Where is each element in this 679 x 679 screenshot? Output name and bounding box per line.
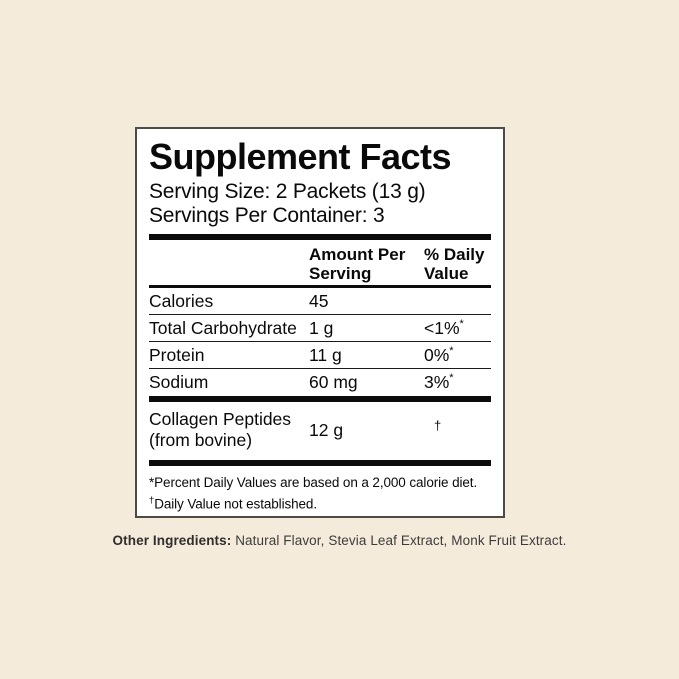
supplement-facts-panel: Supplement Facts Serving Size: 2 Packets… [135, 127, 505, 518]
nutrient-amount: 11 g [309, 344, 342, 365]
table-row: Calories 45 [149, 288, 491, 315]
footnotes: *Percent Daily Values are based on a 2,0… [149, 474, 491, 513]
divider-thick-top [149, 234, 491, 240]
nutrient-label: Total Carbohydrate [149, 317, 297, 338]
table-row: Sodium 60 mg 3%* [149, 369, 491, 396]
header-percent-daily-value: % Daily Value [424, 245, 485, 283]
nutrient-daily-value: 0%* [424, 345, 491, 366]
nutrient-daily-value: 3%* [424, 372, 491, 393]
dv-asterisk: * [449, 372, 454, 385]
serving-info: Serving Size: 2 Packets (13 g) Servings … [149, 180, 491, 228]
header-amount-per-serving: Amount Per Serving [309, 245, 406, 283]
panel-title: Supplement Facts [149, 136, 452, 177]
footnote-text: Daily Value not established. [154, 496, 317, 511]
servings-per-container: Servings Per Container: 3 [149, 204, 385, 227]
table-row-collagen: Collagen Peptides (from bovine) 12 g † [149, 402, 491, 460]
dv-asterisk: * [449, 344, 454, 357]
table-row: Total Carbohydrate 1 g <1%* [149, 315, 491, 342]
nutrient-daily-value: <1%* [424, 318, 491, 339]
nutrient-amount: 60 mg [309, 372, 358, 392]
serving-size: Serving Size: 2 Packets (13 g) [149, 180, 426, 203]
dv-value: <1% [424, 317, 460, 338]
daily-value-dagger: † [434, 417, 442, 433]
nutrient-amount: 45 [309, 290, 329, 311]
divider-thick-middle [149, 396, 491, 402]
other-ingredients-label: Other Ingredients: [112, 533, 232, 548]
nutrient-label: Calories [149, 290, 214, 311]
other-ingredients-line: Other Ingredients: Natural Flavor, Stevi… [0, 533, 679, 548]
nutrient-label: Collagen Peptides (from bovine) [149, 409, 309, 451]
nutrient-label: Protein [149, 344, 205, 365]
footnote-daily-value-not-established: †Daily Value not established. [149, 492, 491, 513]
table-row: Protein 11 g 0%* [149, 342, 491, 369]
divider-thick-bottom [149, 460, 491, 466]
nutrient-amount: 1 g [309, 317, 334, 338]
nutrient-label: Sodium [149, 372, 209, 392]
dv-value: 0% [424, 344, 450, 365]
dagger-icon: † [149, 494, 155, 506]
table-header-row: Amount Per Serving % Daily Value [149, 245, 491, 283]
footnote-percent-daily-values: *Percent Daily Values are based on a 2,0… [149, 475, 478, 490]
collagen-label-line1: Collagen Peptides [149, 409, 292, 429]
other-ingredients-text: Natural Flavor, Stevia Leaf Extract, Mon… [231, 533, 567, 548]
nutrient-amount: 12 g [309, 419, 344, 440]
divider-under-header [149, 285, 491, 288]
collagen-label-line2: (from bovine) [149, 430, 253, 450]
dv-asterisk: * [459, 317, 464, 330]
dv-value: 3% [424, 372, 450, 392]
